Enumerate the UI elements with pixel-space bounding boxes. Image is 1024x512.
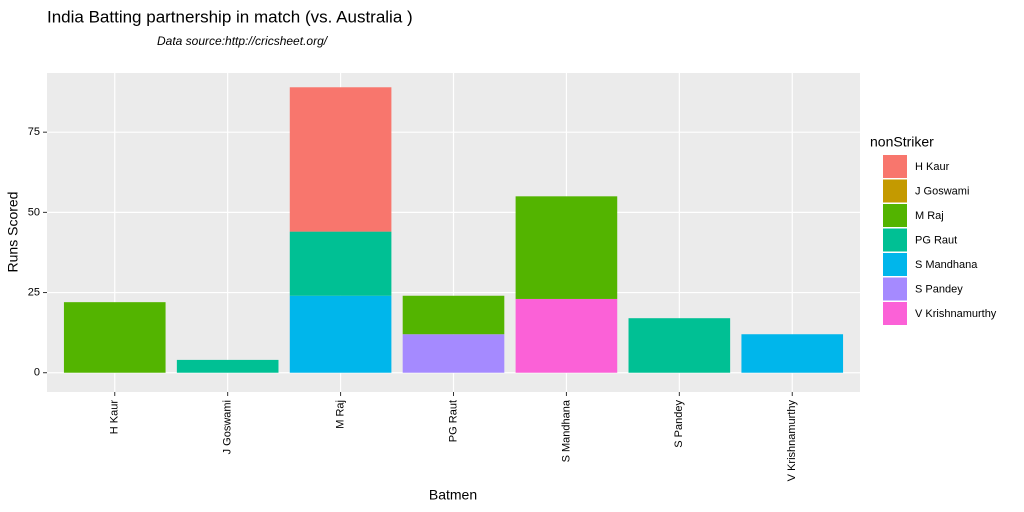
- legend-label: S Pandey: [915, 283, 963, 295]
- bar-segment: [289, 231, 392, 296]
- bar-segment: [741, 334, 844, 373]
- x-tick-label: H Kaur: [109, 400, 121, 435]
- legend-key: [883, 228, 907, 252]
- y-tick-label: 50: [28, 206, 40, 218]
- legend-key: [883, 155, 907, 178]
- legend-label: V Krishnamurthy: [915, 308, 997, 320]
- bar-segment: [402, 334, 505, 373]
- x-tick-label: V Krishnamurthy: [786, 400, 798, 482]
- y-axis-title: Runs Scored: [5, 192, 21, 273]
- legend-label: H Kaur: [915, 161, 950, 173]
- legend-label: PG Raut: [915, 234, 957, 246]
- legend-key: [883, 204, 907, 227]
- x-axis-title: Batmen: [429, 487, 477, 503]
- bar-segment: [176, 359, 279, 373]
- x-tick-label: M Raj: [334, 400, 346, 429]
- y-tick-label: 0: [34, 367, 40, 379]
- bar-segment: [289, 295, 392, 373]
- y-tick-label: 75: [28, 126, 40, 138]
- legend-key: [883, 179, 907, 203]
- x-tick-label: S Pandey: [673, 400, 685, 448]
- x-tick-label: J Goswami: [222, 400, 234, 454]
- legend-label: J Goswami: [915, 185, 969, 197]
- bar-segment: [515, 196, 618, 299]
- bar-segment: [402, 295, 505, 335]
- chart-title: India Batting partnership in match (vs. …: [47, 7, 413, 26]
- bar-segment: [515, 298, 618, 373]
- legend-label: M Raj: [915, 210, 944, 222]
- bar-segment: [628, 318, 731, 373]
- y-tick-label: 25: [28, 286, 40, 298]
- legend-label: S Mandhana: [915, 259, 978, 271]
- x-tick-label: PG Raut: [447, 400, 459, 442]
- chart-subtitle: Data source:http://cricsheet.org/: [157, 34, 329, 48]
- bar-segment: [63, 302, 166, 373]
- legend-title: nonStriker: [870, 134, 934, 150]
- x-tick-label: S Mandhana: [560, 399, 572, 462]
- legend-key: [883, 253, 907, 276]
- bar-segment: [289, 87, 392, 232]
- legend-key: [883, 302, 907, 325]
- legend-key: [883, 277, 907, 301]
